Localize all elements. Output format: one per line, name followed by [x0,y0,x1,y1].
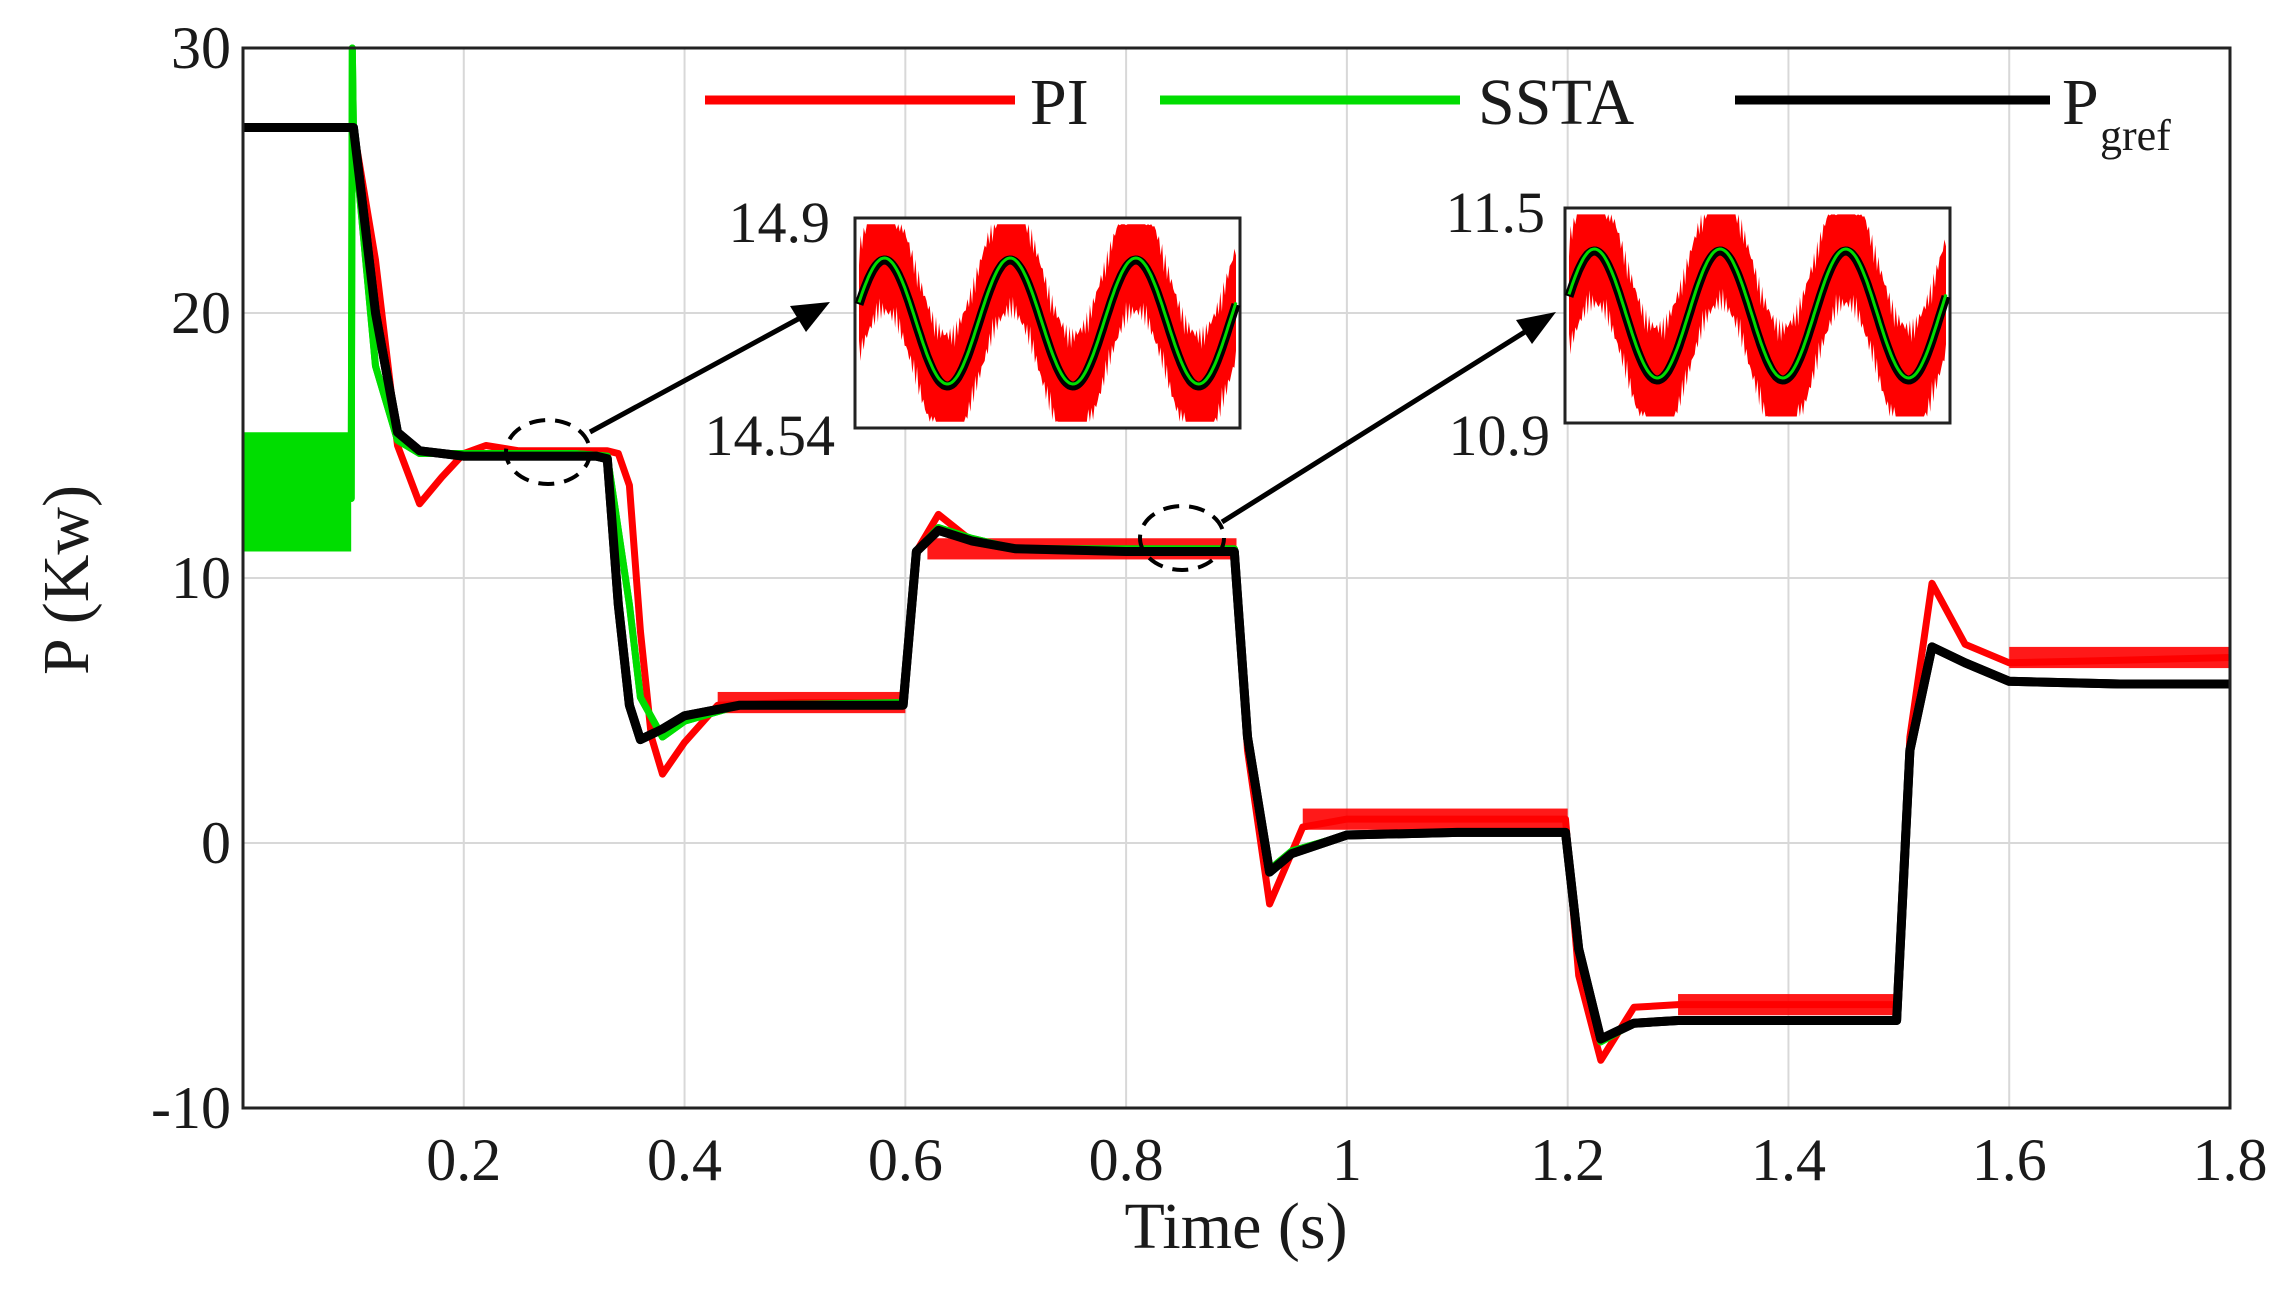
zoom-arrowhead-2 [1516,312,1556,344]
x-tick-label: 1.2 [1530,1127,1605,1193]
inset-2: 11.5 10.9 [1446,180,1952,468]
x-tick-label: 0.6 [868,1127,943,1193]
y-tick-label: 20 [171,280,231,346]
zoom-arrowhead-1 [790,302,830,332]
pi-noise-band [1302,808,1568,830]
series-line-pgref-top [243,123,2230,1044]
y-tick-label: 10 [171,545,231,611]
y-tick-label: 30 [171,15,231,81]
x-tick-label: 0.2 [426,1127,501,1193]
y-tick-label: -10 [151,1075,231,1141]
x-tick-label: 1.8 [2193,1127,2268,1193]
inset-pi-band [859,224,1236,422]
x-tick-label: 0.8 [1089,1127,1164,1193]
inset-ssta-line [1567,247,1948,380]
legend-label-gref-subscript: gref [2100,111,2171,160]
zoom-arrow-1 [588,315,802,435]
inset-2-ymin-label: 10.9 [1449,403,1551,468]
inset-2-series [1564,214,1951,417]
inset-ssta-line [857,256,1238,386]
x-tick-label: 1.4 [1751,1127,1826,1193]
legend-label-pi: PI [1030,66,1089,139]
inset-1-ymin-label: 14.54 [705,403,836,468]
x-tick-label: 1.6 [1972,1127,2047,1193]
tick-labels: 0.2 0.4 0.6 0.8 1 1.2 1.4 1.6 1.8 -10 0 10 20 30 [151,15,2267,1193]
ssta-startup-band [243,432,352,552]
zoom-arrow-2 [1220,327,1530,525]
series-layer [243,44,2231,1064]
x-axis-title: Time (s) [1124,1190,1347,1263]
inset-1-series [854,224,1241,422]
pi-noise-band [2009,646,2230,669]
zoom-marker-2 [1138,504,1226,572]
inset-pi-band [1569,214,1946,417]
y-tick-label: 0 [201,810,231,876]
inset-1: 14.9 14.54 [705,190,1242,468]
plot-frame [241,46,2232,1110]
legend: PI SSTA P gref [705,66,2171,160]
zoom-marker-1 [504,418,592,486]
x-tick-label: 0.4 [647,1127,722,1193]
pi-noise-band [1678,994,1899,1016]
y-axis-title: P (Kw) [30,485,103,675]
x-tick-label: 1 [1332,1127,1362,1193]
legend-label-p: P [2062,66,2099,139]
inset-2-ymax-label: 11.5 [1446,180,1545,245]
legend-label-ssta: SSTA [1478,66,1634,139]
inset-1-ymax-label: 14.9 [729,190,831,255]
